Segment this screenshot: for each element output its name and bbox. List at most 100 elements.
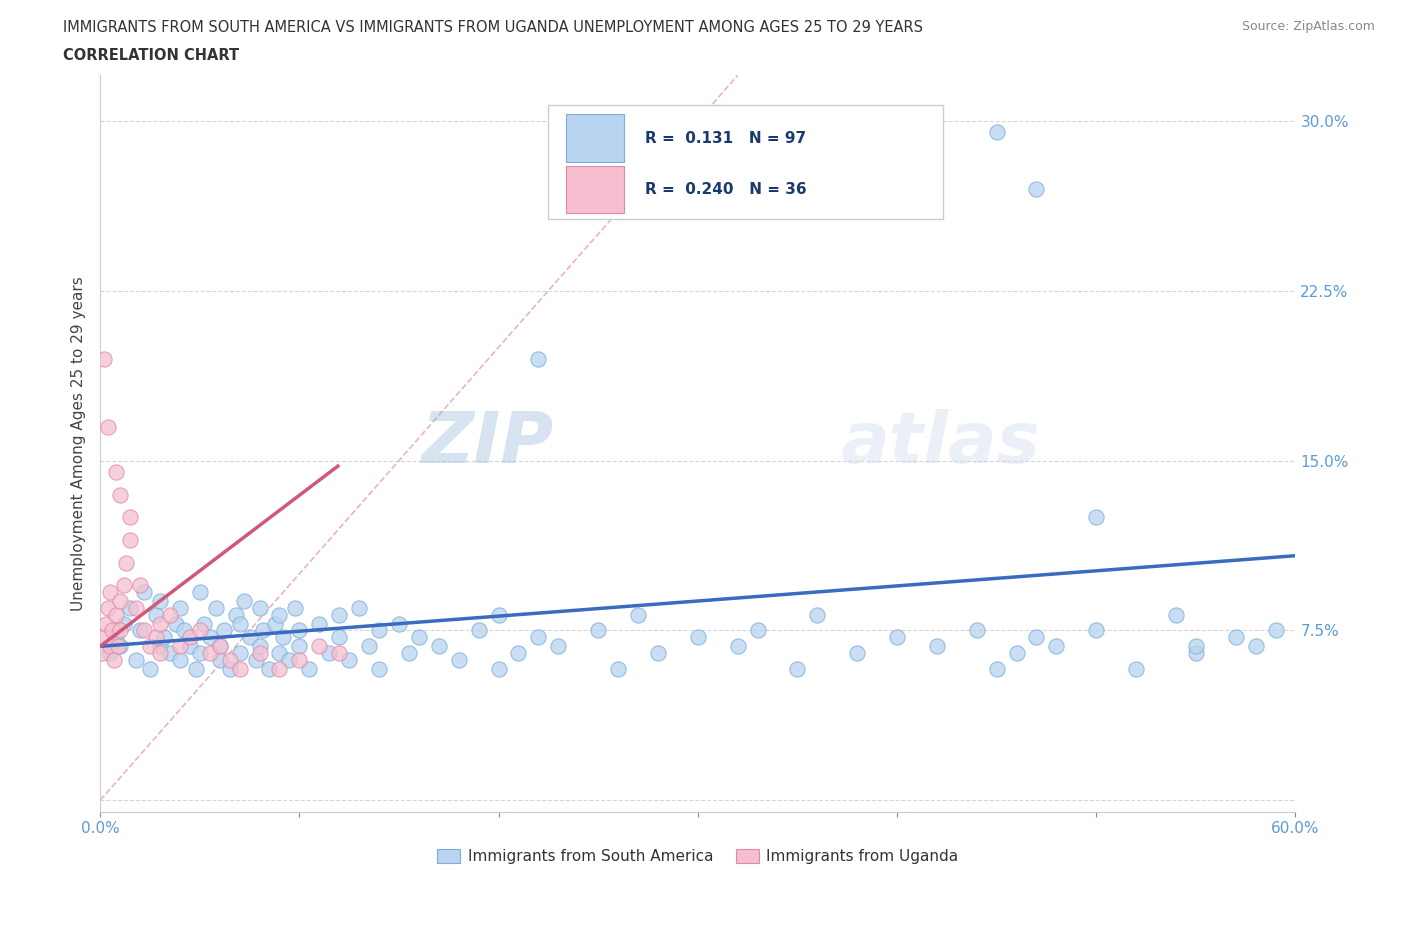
Point: [105, 464, 128, 479]
Point: [1085, 510, 1108, 525]
Point: [198, 645, 221, 660]
Text: IMMIGRANTS FROM SOUTH AMERICA VS IMMIGRANTS FROM UGANDA UNEMPLOYMENT AMONG AGES : IMMIGRANTS FROM SOUTH AMERICA VS IMMIGRA…: [63, 20, 924, 35]
Point: [806, 607, 828, 622]
Point: [269, 607, 291, 622]
Point: [107, 639, 129, 654]
Point: [488, 607, 510, 622]
Point: [139, 639, 162, 654]
Point: [225, 607, 247, 622]
Point: [188, 645, 211, 660]
Point: [527, 630, 550, 644]
Point: [149, 593, 172, 608]
Point: [91, 645, 114, 660]
Point: [198, 630, 221, 644]
Point: [115, 555, 138, 570]
Point: [129, 623, 152, 638]
Point: [145, 607, 167, 622]
Point: [132, 585, 155, 600]
Point: [208, 639, 231, 654]
Point: [925, 639, 948, 654]
Point: [145, 630, 167, 644]
Point: [118, 532, 141, 547]
Point: [1164, 607, 1187, 622]
Point: [747, 623, 769, 638]
Point: [94, 617, 117, 631]
Text: CORRELATION CHART: CORRELATION CHART: [63, 48, 239, 63]
Point: [101, 623, 124, 638]
Point: [288, 653, 311, 668]
Point: [328, 630, 350, 644]
Point: [986, 125, 1008, 140]
Point: [218, 653, 240, 668]
Point: [1085, 623, 1108, 638]
Point: [208, 639, 231, 654]
Point: [259, 661, 281, 676]
Point: [527, 352, 550, 366]
Point: [1005, 645, 1028, 660]
Point: [368, 661, 391, 676]
Point: [108, 623, 131, 638]
Point: [93, 352, 115, 366]
Point: [467, 623, 489, 638]
Point: [188, 623, 211, 638]
Point: [886, 630, 908, 644]
Point: [308, 617, 330, 631]
Point: [288, 623, 311, 638]
Point: [427, 639, 450, 654]
Point: [607, 661, 630, 676]
Point: [249, 645, 271, 660]
Point: [179, 630, 201, 644]
Point: [184, 661, 207, 676]
Point: [647, 645, 669, 660]
Point: [169, 639, 191, 654]
Point: [328, 607, 350, 622]
Point: [488, 661, 510, 676]
Point: [238, 630, 260, 644]
Point: [218, 661, 240, 676]
Point: [165, 617, 187, 631]
Point: [308, 639, 330, 654]
FancyBboxPatch shape: [567, 166, 624, 214]
Point: [112, 617, 135, 631]
Point: [98, 639, 121, 654]
Point: [108, 639, 131, 654]
Point: [1225, 630, 1247, 644]
Point: [269, 661, 291, 676]
Point: [1244, 639, 1267, 654]
Point: [347, 601, 370, 616]
Point: [273, 630, 295, 644]
Point: [149, 645, 172, 660]
Y-axis label: Unemployment Among Ages 25 to 29 years: Unemployment Among Ages 25 to 29 years: [72, 276, 86, 611]
Point: [105, 607, 128, 622]
Point: [208, 653, 231, 668]
Point: [846, 645, 869, 660]
Point: [93, 630, 115, 644]
Point: [139, 661, 162, 676]
Point: [966, 623, 988, 638]
Point: [103, 653, 125, 668]
Point: [173, 623, 195, 638]
Point: [337, 653, 360, 668]
Text: Source: ZipAtlas.com: Source: ZipAtlas.com: [1241, 20, 1375, 33]
Point: [627, 607, 650, 622]
Point: [359, 639, 381, 654]
Point: [1185, 639, 1208, 654]
Point: [547, 639, 569, 654]
Point: [447, 653, 470, 668]
FancyBboxPatch shape: [567, 114, 624, 162]
Point: [1125, 661, 1147, 676]
Point: [408, 630, 430, 644]
Point: [269, 645, 291, 660]
Text: ZIP: ZIP: [422, 409, 554, 478]
Point: [153, 630, 176, 644]
Point: [118, 601, 141, 616]
Point: [193, 617, 215, 631]
FancyBboxPatch shape: [548, 105, 943, 219]
Point: [288, 639, 311, 654]
Point: [245, 653, 267, 668]
Point: [108, 593, 131, 608]
Point: [169, 653, 191, 668]
Point: [298, 661, 321, 676]
Point: [129, 578, 152, 592]
Point: [727, 639, 749, 654]
